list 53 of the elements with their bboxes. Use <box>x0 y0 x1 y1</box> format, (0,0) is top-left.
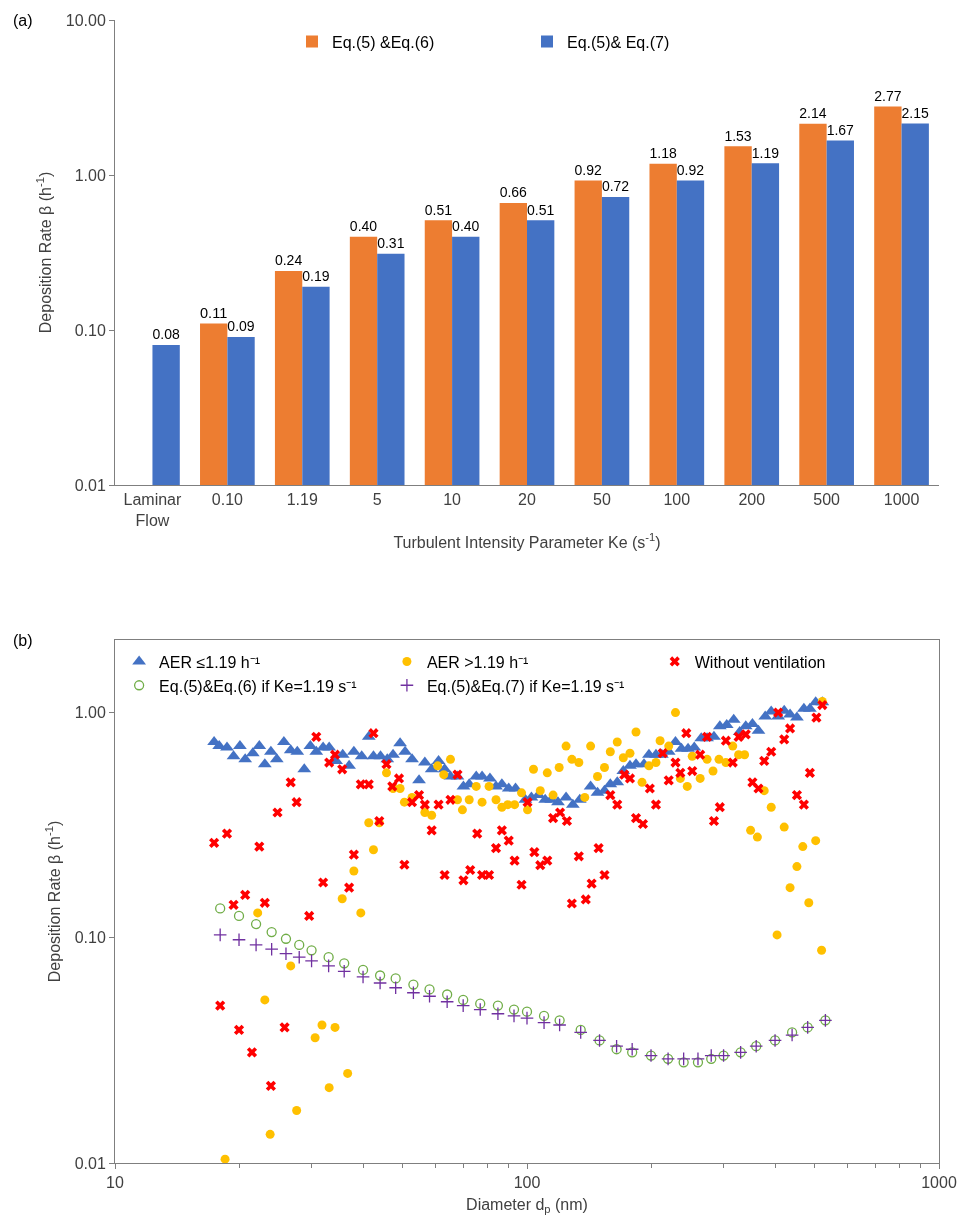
y-tick-label: 1.00 <box>74 704 106 722</box>
y-tick-label: 0.01 <box>74 476 106 494</box>
x-tick-label: 10 <box>443 491 462 509</box>
data-label: 2.77 <box>874 87 902 104</box>
x-tick-label: 50 <box>593 491 611 509</box>
data-label: 0.72 <box>601 178 630 195</box>
data-label: 1.67 <box>826 121 855 138</box>
data-label: 1.19 <box>751 144 780 161</box>
y-tick-label: 0.10 <box>74 321 106 339</box>
data-label: 0.31 <box>377 235 405 252</box>
text: (b) <box>13 632 33 649</box>
x-tick-label: 200 <box>738 491 766 509</box>
data-label: 0.24 <box>274 252 303 269</box>
data-label: 1.18 <box>649 145 677 162</box>
y-tick-label: 10.00 <box>65 11 106 29</box>
data-label: 0.09 <box>227 318 255 335</box>
x-tick-label: 0.10 <box>211 491 244 509</box>
x-axis-title: Diameter d$_{p}$ (nm) <box>466 1195 588 1216</box>
data-label: 0.66 <box>499 184 528 201</box>
x-axis-title: Turbulent Intensity Parameter Ke (s$^{-1}$) <box>393 530 661 551</box>
legend-label: Eq.(5)& Eq.(7) <box>567 33 670 51</box>
data-label: 2.15 <box>901 104 930 121</box>
x-tick-label: 1.19 <box>286 491 318 509</box>
x-tick-label: 100 <box>513 1174 541 1192</box>
data-label: 2.14 <box>799 105 827 122</box>
data-label: 0.08 <box>152 326 180 343</box>
data-label: 0.51 <box>424 201 453 218</box>
data-label: 0.40 <box>452 218 480 235</box>
x-tick-label: 10 <box>106 1174 124 1192</box>
legend-label: Without ventilation <box>694 653 826 671</box>
x-tick-label: 100 <box>663 491 691 509</box>
data-label: 0.51 <box>527 201 555 218</box>
x-tick-label: 1000 <box>921 1174 957 1192</box>
legend-label: Eq.(5)&Eq.(7) if Ke=1.19 s⁻¹ <box>426 677 625 695</box>
x-tick-label: Laminar Flow <box>123 491 183 529</box>
legend-label: AER ≤1.19 h⁻¹ <box>159 653 261 671</box>
data-label: 0.19 <box>302 268 330 285</box>
data-label: 0.92 <box>574 161 603 178</box>
data-label: 1.53 <box>724 127 752 144</box>
y-tick-label: 0.01 <box>74 1154 106 1172</box>
data-label: 0.11 <box>200 304 228 321</box>
y-tick-label: 1.00 <box>74 166 106 184</box>
x-tick-label: 500 <box>813 491 841 509</box>
data-label: 0.40 <box>349 218 378 235</box>
x-tick-label: 1000 <box>883 491 920 509</box>
legend-label: AER >1.19 h⁻¹ <box>426 653 529 671</box>
legend-label: Eq.(5)&Eq.(6) if Ke=1.19 s⁻¹ <box>159 677 357 695</box>
text: (a) <box>13 12 33 29</box>
y-tick-label: 0.10 <box>74 929 106 947</box>
x-tick-label: 5 <box>372 491 382 509</box>
x-tick-label: 20 <box>518 491 536 509</box>
data-label: 0.92 <box>676 161 705 178</box>
legend-label: Eq.(5) &Eq.(6) <box>332 33 435 51</box>
